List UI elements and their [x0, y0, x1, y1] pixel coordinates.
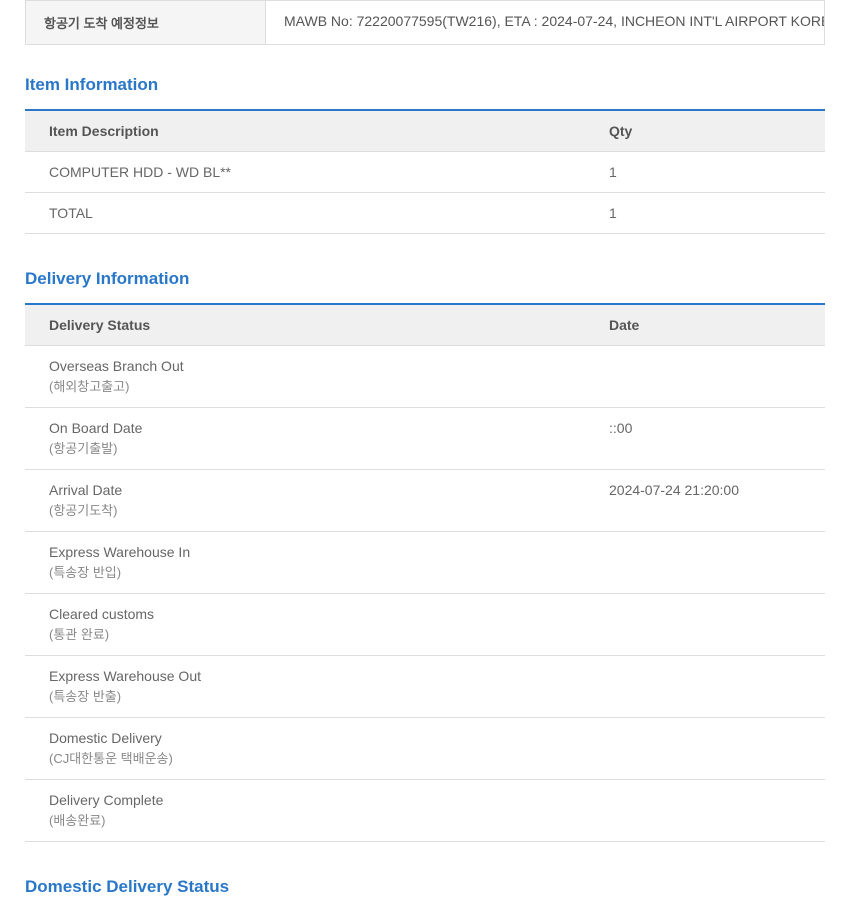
status-sub-label: (특송장 반출): [49, 686, 561, 705]
col-item-description: Item Description: [25, 110, 585, 152]
delivery-date-cell: ::00: [585, 408, 825, 470]
delivery-date-cell: [585, 346, 825, 408]
table-header-row: Delivery Status Date: [25, 304, 825, 346]
status-main-label: On Board Date: [49, 420, 561, 436]
item-qty-cell: 1: [585, 152, 825, 193]
table-row: Cleared customs (통관 완료): [25, 594, 825, 656]
header-label: 항공기 도착 예정정보: [26, 1, 266, 44]
table-row: Delivery Complete (배송완료): [25, 780, 825, 842]
delivery-status-cell: Domestic Delivery (CJ대한통운 택배운송): [25, 718, 585, 780]
item-information-title: Item Information: [25, 75, 825, 95]
delivery-status-cell: Express Warehouse In (특송장 반입): [25, 532, 585, 594]
table-row: On Board Date(항공기출발)::00: [25, 408, 825, 470]
delivery-status-cell: Cleared customs (통관 완료): [25, 594, 585, 656]
delivery-information-table: Delivery Status Date Overseas Branch Out…: [25, 303, 825, 842]
status-sub-label: (배송완료): [49, 810, 561, 829]
item-description-cell: TOTAL: [25, 193, 585, 234]
delivery-date-cell: 2024-07-24 21:20:00: [585, 470, 825, 532]
status-sub-label: (해외창고출고): [49, 376, 561, 395]
header-value: MAWB No: 72220077595(TW216), ETA : 2024-…: [266, 1, 824, 44]
domestic-delivery-title: Domestic Delivery Status: [25, 877, 825, 897]
status-main-label: Express Warehouse In: [49, 544, 561, 560]
delivery-date-cell: [585, 532, 825, 594]
delivery-status-cell: Overseas Branch Out (해외창고출고): [25, 346, 585, 408]
delivery-status-cell: Express Warehouse Out (특송장 반출): [25, 656, 585, 718]
delivery-date-cell: [585, 780, 825, 842]
item-qty-cell: 1: [585, 193, 825, 234]
table-row: Express Warehouse In (특송장 반입): [25, 532, 825, 594]
status-main-label: Arrival Date: [49, 482, 561, 498]
status-sub-label: (특송장 반입): [49, 562, 561, 581]
col-delivery-status: Delivery Status: [25, 304, 585, 346]
delivery-status-cell: Arrival Date (항공기도착): [25, 470, 585, 532]
col-qty: Qty: [585, 110, 825, 152]
status-main-label: Express Warehouse Out: [49, 668, 561, 684]
table-row: Arrival Date (항공기도착) 2024-07-24 21:20:00: [25, 470, 825, 532]
status-sub-label: (CJ대한통운 택배운송): [49, 748, 561, 767]
flight-arrival-header: 항공기 도착 예정정보 MAWB No: 72220077595(TW216),…: [25, 0, 825, 45]
delivery-date-cell: [585, 594, 825, 656]
table-row: Overseas Branch Out (해외창고출고): [25, 346, 825, 408]
col-date: Date: [585, 304, 825, 346]
status-main-label: Domestic Delivery: [49, 730, 561, 746]
item-description-cell: COMPUTER HDD - WD BL**: [25, 152, 585, 193]
status-sub-label: (항공기출발): [49, 438, 561, 457]
status-sub-label: (항공기도착): [49, 500, 561, 519]
delivery-status-cell: Delivery Complete (배송완료): [25, 780, 585, 842]
table-row: TOTAL 1: [25, 193, 825, 234]
delivery-date-cell: [585, 656, 825, 718]
status-sub-label: (통관 완료): [49, 624, 561, 643]
table-row: Express Warehouse Out (특송장 반출): [25, 656, 825, 718]
delivery-status-cell: On Board Date (항공기출발): [25, 408, 585, 470]
status-main-label: Overseas Branch Out: [49, 358, 561, 374]
delivery-information-title: Delivery Information: [25, 269, 825, 289]
item-information-table: Item Description Qty COMPUTER HDD - WD B…: [25, 109, 825, 234]
delivery-date-cell: [585, 718, 825, 780]
status-main-label: Cleared customs: [49, 606, 561, 622]
table-row: COMPUTER HDD - WD BL** 1: [25, 152, 825, 193]
table-header-row: Item Description Qty: [25, 110, 825, 152]
table-row: Domestic Delivery (CJ대한통운 택배운송): [25, 718, 825, 780]
status-main-label: Delivery Complete: [49, 792, 561, 808]
